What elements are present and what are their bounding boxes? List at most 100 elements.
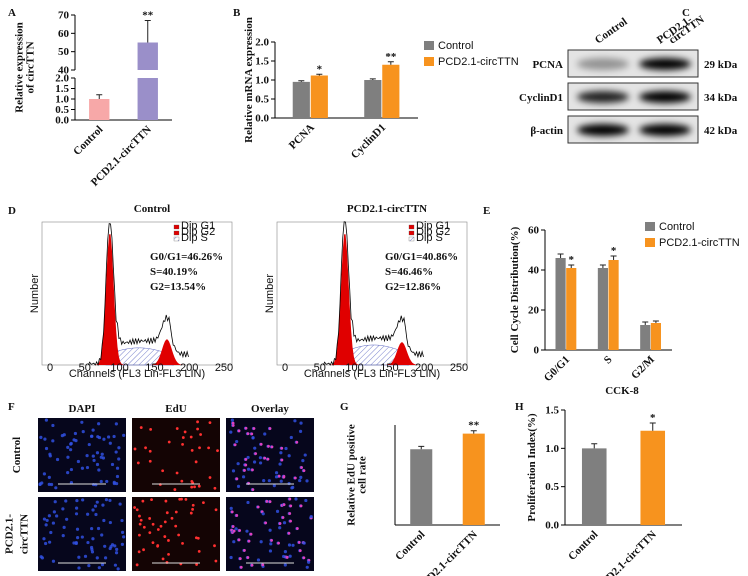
edu-nucleus bbox=[148, 517, 152, 520]
edu-nucleus bbox=[282, 475, 286, 479]
nucleus bbox=[51, 439, 55, 443]
nucleus bbox=[117, 446, 121, 450]
nucleus bbox=[69, 467, 74, 472]
edu-nucleus bbox=[216, 449, 219, 453]
nucleus bbox=[230, 418, 234, 422]
nucleus bbox=[305, 565, 309, 569]
blot-band bbox=[639, 91, 691, 103]
y-tick-label: 0 bbox=[534, 345, 540, 357]
nucleus bbox=[108, 520, 112, 525]
edu-nucleus bbox=[261, 563, 265, 567]
flow-x-label: Channels (FL3 Lin-FL3 LIN) bbox=[69, 368, 205, 380]
nucleus bbox=[110, 462, 115, 467]
bar bbox=[310, 75, 328, 118]
edu-nucleus bbox=[268, 500, 272, 504]
bar bbox=[292, 81, 310, 118]
flow-legend-label: Dip G2 bbox=[416, 226, 450, 238]
nucleus bbox=[77, 566, 81, 570]
y-tick-label: 70 bbox=[58, 10, 70, 22]
error-bar bbox=[369, 78, 376, 80]
nucleus bbox=[275, 509, 280, 513]
edu-nucleus bbox=[235, 514, 239, 517]
nucleus bbox=[282, 521, 287, 525]
edu-nucleus bbox=[195, 563, 199, 566]
y-tick-label: 50 bbox=[58, 46, 70, 58]
nucleus bbox=[55, 457, 60, 462]
nucleus bbox=[122, 535, 126, 539]
error-bar bbox=[610, 255, 617, 260]
nucleus bbox=[39, 555, 43, 559]
blot-protein: CyclinD1 bbox=[519, 92, 563, 104]
flow-legend-swatch bbox=[408, 236, 415, 242]
y-tick-label: 60 bbox=[528, 225, 540, 237]
edu-nucleus bbox=[165, 511, 169, 515]
edu-nucleus bbox=[213, 544, 216, 548]
flow-outline bbox=[322, 221, 424, 367]
nucleus bbox=[256, 558, 261, 562]
nucleus bbox=[108, 441, 112, 445]
legend-swatch bbox=[645, 238, 655, 247]
nucleus bbox=[60, 433, 64, 438]
flow-x-tick-label: 250 bbox=[215, 362, 233, 374]
micro-column-label: EdU bbox=[165, 403, 186, 415]
nucleus bbox=[235, 439, 239, 444]
panel-letter: G bbox=[340, 401, 349, 413]
annotation: ** bbox=[142, 10, 154, 22]
nucleus bbox=[95, 451, 100, 455]
edu-nucleus bbox=[167, 553, 170, 556]
flow-title: PCD2.1-circTTN bbox=[347, 203, 427, 215]
nucleus bbox=[85, 454, 89, 458]
nucleus bbox=[81, 429, 85, 434]
error-bar bbox=[316, 73, 323, 76]
edu-nucleus bbox=[142, 525, 146, 529]
nucleus bbox=[108, 498, 112, 503]
nucleus bbox=[253, 446, 257, 450]
flow-stat: S=40.19% bbox=[150, 266, 198, 278]
flow-y-label: Number bbox=[264, 274, 276, 313]
chart-title: CCK-8 bbox=[605, 385, 639, 397]
panel-letter: A bbox=[8, 7, 16, 19]
edu-nucleus bbox=[197, 549, 201, 553]
blot-band bbox=[577, 124, 629, 136]
edu-nucleus bbox=[135, 508, 139, 512]
nucleus bbox=[236, 484, 241, 489]
nucleus bbox=[229, 430, 233, 434]
edu-nucleus bbox=[239, 565, 243, 569]
nucleus bbox=[95, 462, 100, 467]
edu-nucleus bbox=[163, 520, 167, 524]
nucleus bbox=[232, 540, 236, 544]
annotation: * bbox=[568, 254, 574, 266]
nucleus bbox=[39, 435, 43, 439]
nucleus bbox=[262, 479, 266, 483]
nucleus bbox=[284, 446, 288, 451]
edu-nucleus bbox=[174, 524, 178, 528]
edu-nucleus bbox=[289, 504, 293, 508]
edu-nucleus bbox=[277, 474, 281, 478]
nucleus bbox=[52, 510, 56, 514]
nucleus bbox=[66, 471, 70, 475]
edu-nucleus bbox=[288, 512, 292, 515]
nucleus bbox=[116, 567, 120, 571]
nucleus bbox=[91, 428, 95, 432]
edu-nucleus bbox=[243, 468, 246, 472]
nucleus bbox=[99, 479, 103, 484]
micro-row-label: PCD2.1- bbox=[4, 514, 16, 554]
nucleus bbox=[45, 518, 49, 523]
nucleus bbox=[299, 475, 303, 479]
nucleus bbox=[293, 419, 297, 423]
blot-band bbox=[639, 58, 691, 70]
y-axis-label: Relative mRNA expression bbox=[243, 17, 255, 143]
nucleus bbox=[268, 549, 273, 553]
annotation: * bbox=[611, 245, 617, 257]
nucleus bbox=[47, 475, 51, 479]
edu-nucleus bbox=[250, 563, 254, 567]
edu-nucleus bbox=[266, 457, 270, 461]
blot-band bbox=[639, 124, 691, 136]
nucleus bbox=[272, 484, 276, 488]
edu-nucleus bbox=[164, 499, 168, 503]
nucleus bbox=[97, 422, 101, 426]
nucleus bbox=[246, 500, 250, 505]
error-bar bbox=[557, 253, 564, 258]
bar bbox=[581, 448, 607, 525]
nucleus bbox=[62, 525, 66, 529]
